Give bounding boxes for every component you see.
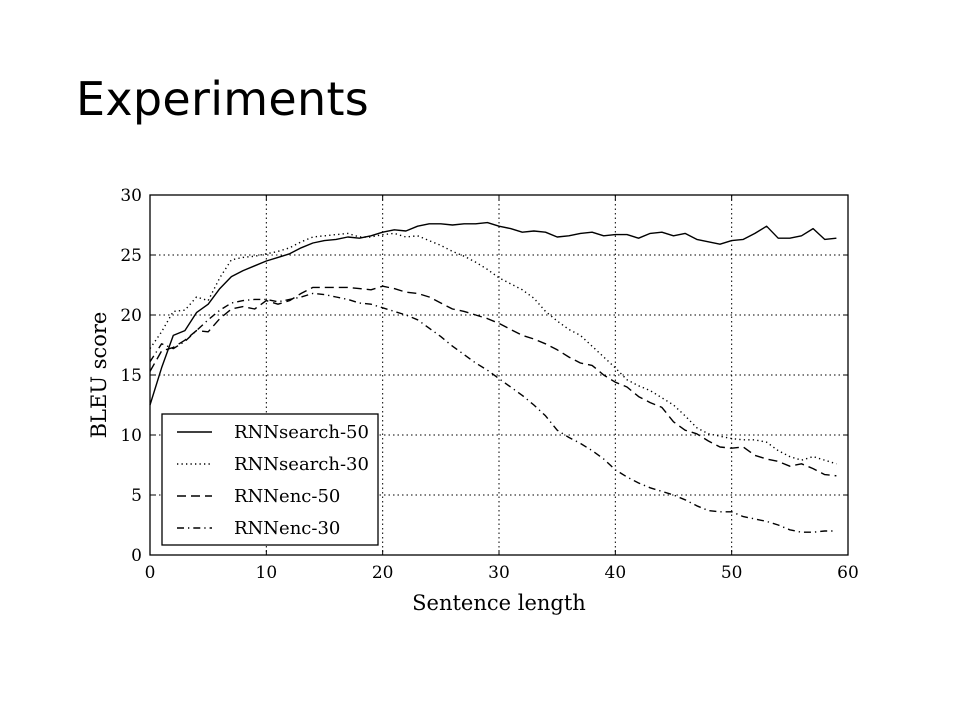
x-tick-label-30: 30	[488, 563, 510, 583]
legend-box	[161, 413, 379, 546]
y-tick-label-25: 25	[120, 246, 142, 266]
axis-ticks: 0 10 20 30 40 50 60 0 5 10 15 20 25 30	[120, 186, 858, 583]
x-tick-label-60: 60	[837, 563, 859, 583]
x-axis-label: Sentence length	[412, 591, 586, 615]
series-lines	[149, 221, 837, 533]
series-line-rnnenc-50	[149, 285, 837, 477]
x-tick-label-40: 40	[605, 563, 627, 583]
series-line-rnnsearch-50	[149, 221, 837, 406]
x-tick-label-10: 10	[256, 563, 278, 583]
y-tick-label-15: 15	[120, 366, 142, 386]
y-tick-label-30: 30	[120, 186, 142, 206]
grid	[150, 195, 848, 555]
y-tick-label-5: 5	[131, 486, 142, 506]
plot-frame	[149, 194, 849, 556]
x-tick-label-0: 0	[145, 563, 156, 583]
legend: RNNsearch-50 RNNsearch-30 RNNenc-50 RNNenc-…	[161, 413, 379, 546]
page-title: Experiments	[76, 72, 370, 126]
legend-label-rnnenc-50: RNNenc-50	[234, 486, 340, 507]
y-axis-label: BLEU score	[87, 312, 111, 439]
series-line-rnnenc-30	[149, 292, 837, 533]
x-tick-label-20: 20	[372, 563, 394, 583]
series-line-rnnsearch-30	[149, 232, 837, 465]
legend-label-rnnenc-30: RNNenc-30	[234, 518, 340, 539]
legend-label-rnnsearch-30: RNNsearch-30	[234, 454, 369, 475]
y-tick-label-0: 0	[131, 546, 142, 566]
y-tick-label-10: 10	[120, 426, 142, 446]
legend-label-rnnsearch-50: RNNsearch-50	[234, 422, 369, 443]
y-tick-label-20: 20	[120, 306, 142, 326]
x-tick-label-50: 50	[721, 563, 743, 583]
